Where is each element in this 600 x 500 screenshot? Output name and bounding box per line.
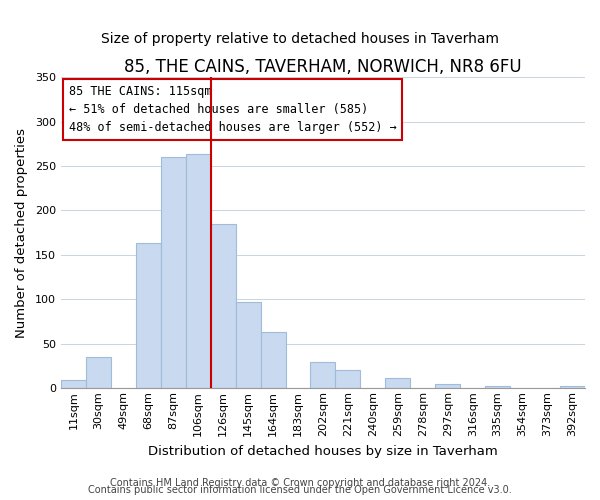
Bar — [86, 357, 111, 388]
Bar — [385, 378, 410, 388]
Y-axis label: Number of detached properties: Number of detached properties — [15, 128, 28, 338]
X-axis label: Distribution of detached houses by size in Taverham: Distribution of detached houses by size … — [148, 444, 498, 458]
Bar — [136, 244, 161, 388]
Text: 85 THE CAINS: 115sqm
← 51% of detached houses are smaller (585)
48% of semi-deta: 85 THE CAINS: 115sqm ← 51% of detached h… — [69, 85, 397, 134]
Bar — [335, 370, 361, 388]
Bar — [310, 362, 335, 388]
Bar — [260, 332, 286, 388]
Bar — [485, 386, 510, 388]
Title: 85, THE CAINS, TAVERHAM, NORWICH, NR8 6FU: 85, THE CAINS, TAVERHAM, NORWICH, NR8 6F… — [124, 58, 522, 76]
Bar — [161, 157, 186, 388]
Bar — [211, 224, 236, 388]
Bar — [186, 154, 211, 388]
Text: Size of property relative to detached houses in Taverham: Size of property relative to detached ho… — [101, 32, 499, 46]
Bar — [560, 386, 585, 388]
Text: Contains HM Land Registry data © Crown copyright and database right 2024.: Contains HM Land Registry data © Crown c… — [110, 478, 490, 488]
Bar — [236, 302, 260, 388]
Bar — [435, 384, 460, 388]
Bar — [61, 380, 86, 388]
Text: Contains public sector information licensed under the Open Government Licence v3: Contains public sector information licen… — [88, 485, 512, 495]
